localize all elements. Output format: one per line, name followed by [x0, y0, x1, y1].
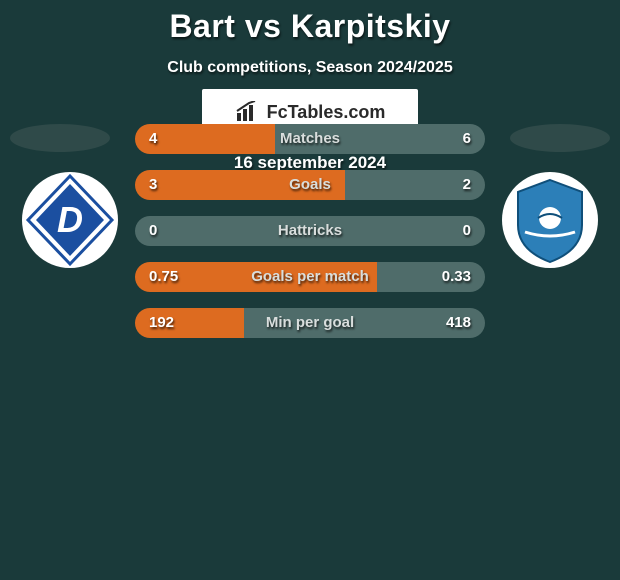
- stat-value-right: 2: [463, 170, 471, 200]
- stat-label: Min per goal: [135, 308, 485, 338]
- stat-row: 0Hattricks0: [135, 216, 485, 246]
- crest-right-svg: [500, 170, 600, 270]
- stat-row: 192Min per goal418: [135, 308, 485, 338]
- club-crest-left: D: [20, 170, 120, 270]
- stat-label: Goals per match: [135, 262, 485, 292]
- stat-value-right: 0.33: [442, 262, 471, 292]
- stat-value-right: 6: [463, 124, 471, 154]
- chart-icon: [235, 101, 261, 123]
- brand-text: FcTables.com: [267, 102, 386, 123]
- stat-label: Goals: [135, 170, 485, 200]
- subtitle: Club competitions, Season 2024/2025: [0, 59, 620, 77]
- stat-label: Hattricks: [135, 216, 485, 246]
- stat-row: 3Goals2: [135, 170, 485, 200]
- stat-row: 0.75Goals per match0.33: [135, 262, 485, 292]
- stats-table: 4Matches6 3Goals2 0Hattricks0 0.75Goals per…: [135, 124, 485, 354]
- club-crest-right: [500, 170, 600, 270]
- stat-row: 4Matches6: [135, 124, 485, 154]
- stat-label: Matches: [135, 124, 485, 154]
- crest-shadow-left: [10, 124, 110, 152]
- page-title: Bart vs Karpitskiy: [0, 0, 620, 45]
- stat-value-right: 0: [463, 216, 471, 246]
- svg-text:D: D: [57, 199, 83, 240]
- crest-left-svg: D: [20, 170, 120, 270]
- crest-shadow-right: [510, 124, 610, 152]
- stat-value-right: 418: [446, 308, 471, 338]
